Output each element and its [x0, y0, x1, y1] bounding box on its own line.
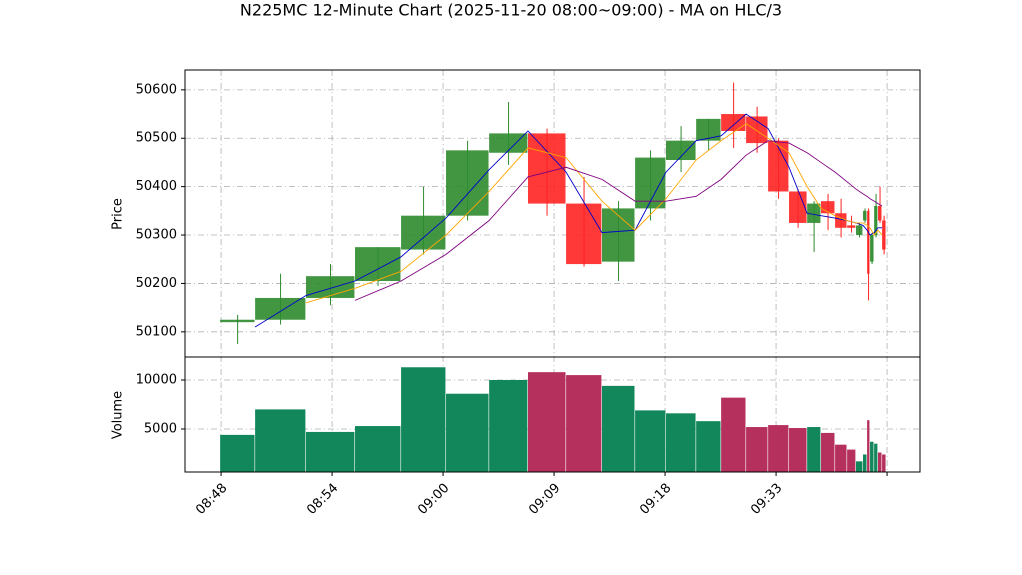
x-tick-label: 08:48	[193, 481, 230, 518]
volume-bar	[696, 421, 721, 472]
candle-body	[874, 205, 878, 236]
y-tick-label: 50100	[136, 324, 177, 339]
volume-bar	[874, 443, 878, 472]
chart-title: N225MC 12-Minute Chart (2025-11-20 08:00…	[240, 1, 782, 20]
volume-bar	[220, 434, 255, 472]
volume-bar	[807, 427, 821, 472]
candle-body	[863, 210, 867, 221]
candle-body	[867, 210, 870, 274]
candle-body	[847, 225, 856, 228]
volume-tick-label: 10000	[136, 373, 177, 388]
volume-bar	[527, 372, 566, 472]
candle-body	[721, 114, 746, 131]
y-axis-label: Price	[111, 198, 126, 230]
volume-bar	[746, 427, 768, 472]
volume-bar	[355, 426, 401, 472]
volume-bar	[847, 449, 856, 472]
volume-bar	[401, 367, 446, 472]
volume-tick-label: 5000	[144, 421, 177, 436]
volume-bar	[665, 413, 696, 472]
volume-bar	[882, 454, 886, 472]
volume-bar	[721, 397, 746, 472]
candle-body	[807, 203, 821, 223]
candle-body	[855, 225, 863, 236]
volume-bar	[863, 454, 867, 472]
candle-body	[601, 208, 635, 262]
candle-body	[882, 220, 886, 250]
volume-bar	[255, 409, 306, 472]
volume-panel-frame	[184, 356, 921, 473]
x-tick-label: 09:18	[637, 481, 674, 518]
y-tick-label: 50300	[136, 228, 177, 243]
x-tick-label: 09:33	[748, 481, 785, 518]
volume-bar	[768, 425, 789, 472]
volume-bar	[601, 385, 635, 472]
moving-average-line	[354, 140, 883, 301]
candle-body	[355, 247, 401, 282]
volume-bar	[878, 452, 882, 472]
volume-bar	[489, 380, 528, 472]
x-tick-label: 09:00	[415, 481, 452, 518]
volume-bar	[821, 432, 835, 472]
y-tick-label: 50500	[136, 131, 177, 146]
volume-bar	[870, 441, 874, 472]
moving-average-line	[254, 113, 883, 328]
candle-body	[566, 203, 602, 265]
candle-body	[489, 133, 528, 153]
volume-bar	[305, 431, 355, 472]
candle-body	[446, 150, 489, 216]
candle-body	[305, 276, 355, 298]
y-tick-label: 50600	[136, 82, 177, 97]
candle-body	[665, 140, 696, 161]
candle-body	[696, 118, 721, 141]
candle-body	[401, 215, 446, 250]
volume-bar	[855, 461, 863, 472]
volume-bar	[566, 375, 602, 472]
volume-bar	[867, 420, 870, 472]
candle-body	[527, 133, 566, 204]
candle-body	[768, 140, 789, 192]
candle-body	[255, 297, 306, 320]
y-tick-label: 50200	[136, 276, 177, 291]
y-tick-label: 50400	[136, 179, 177, 194]
candle-body	[789, 191, 807, 223]
candle-body	[746, 116, 768, 144]
volume-bar	[789, 428, 807, 472]
candle-body	[835, 213, 847, 228]
volume-bar	[635, 410, 666, 472]
moving-average-line	[305, 123, 883, 304]
volume-axis-label: Volume	[111, 391, 126, 439]
x-tick-label: 08:54	[304, 481, 341, 518]
candle-body	[870, 235, 874, 262]
x-tick-label: 09:09	[526, 481, 563, 518]
volume-bar	[835, 444, 847, 472]
volume-bar	[446, 393, 489, 472]
candle-body	[878, 205, 882, 221]
candle-body	[220, 319, 255, 323]
